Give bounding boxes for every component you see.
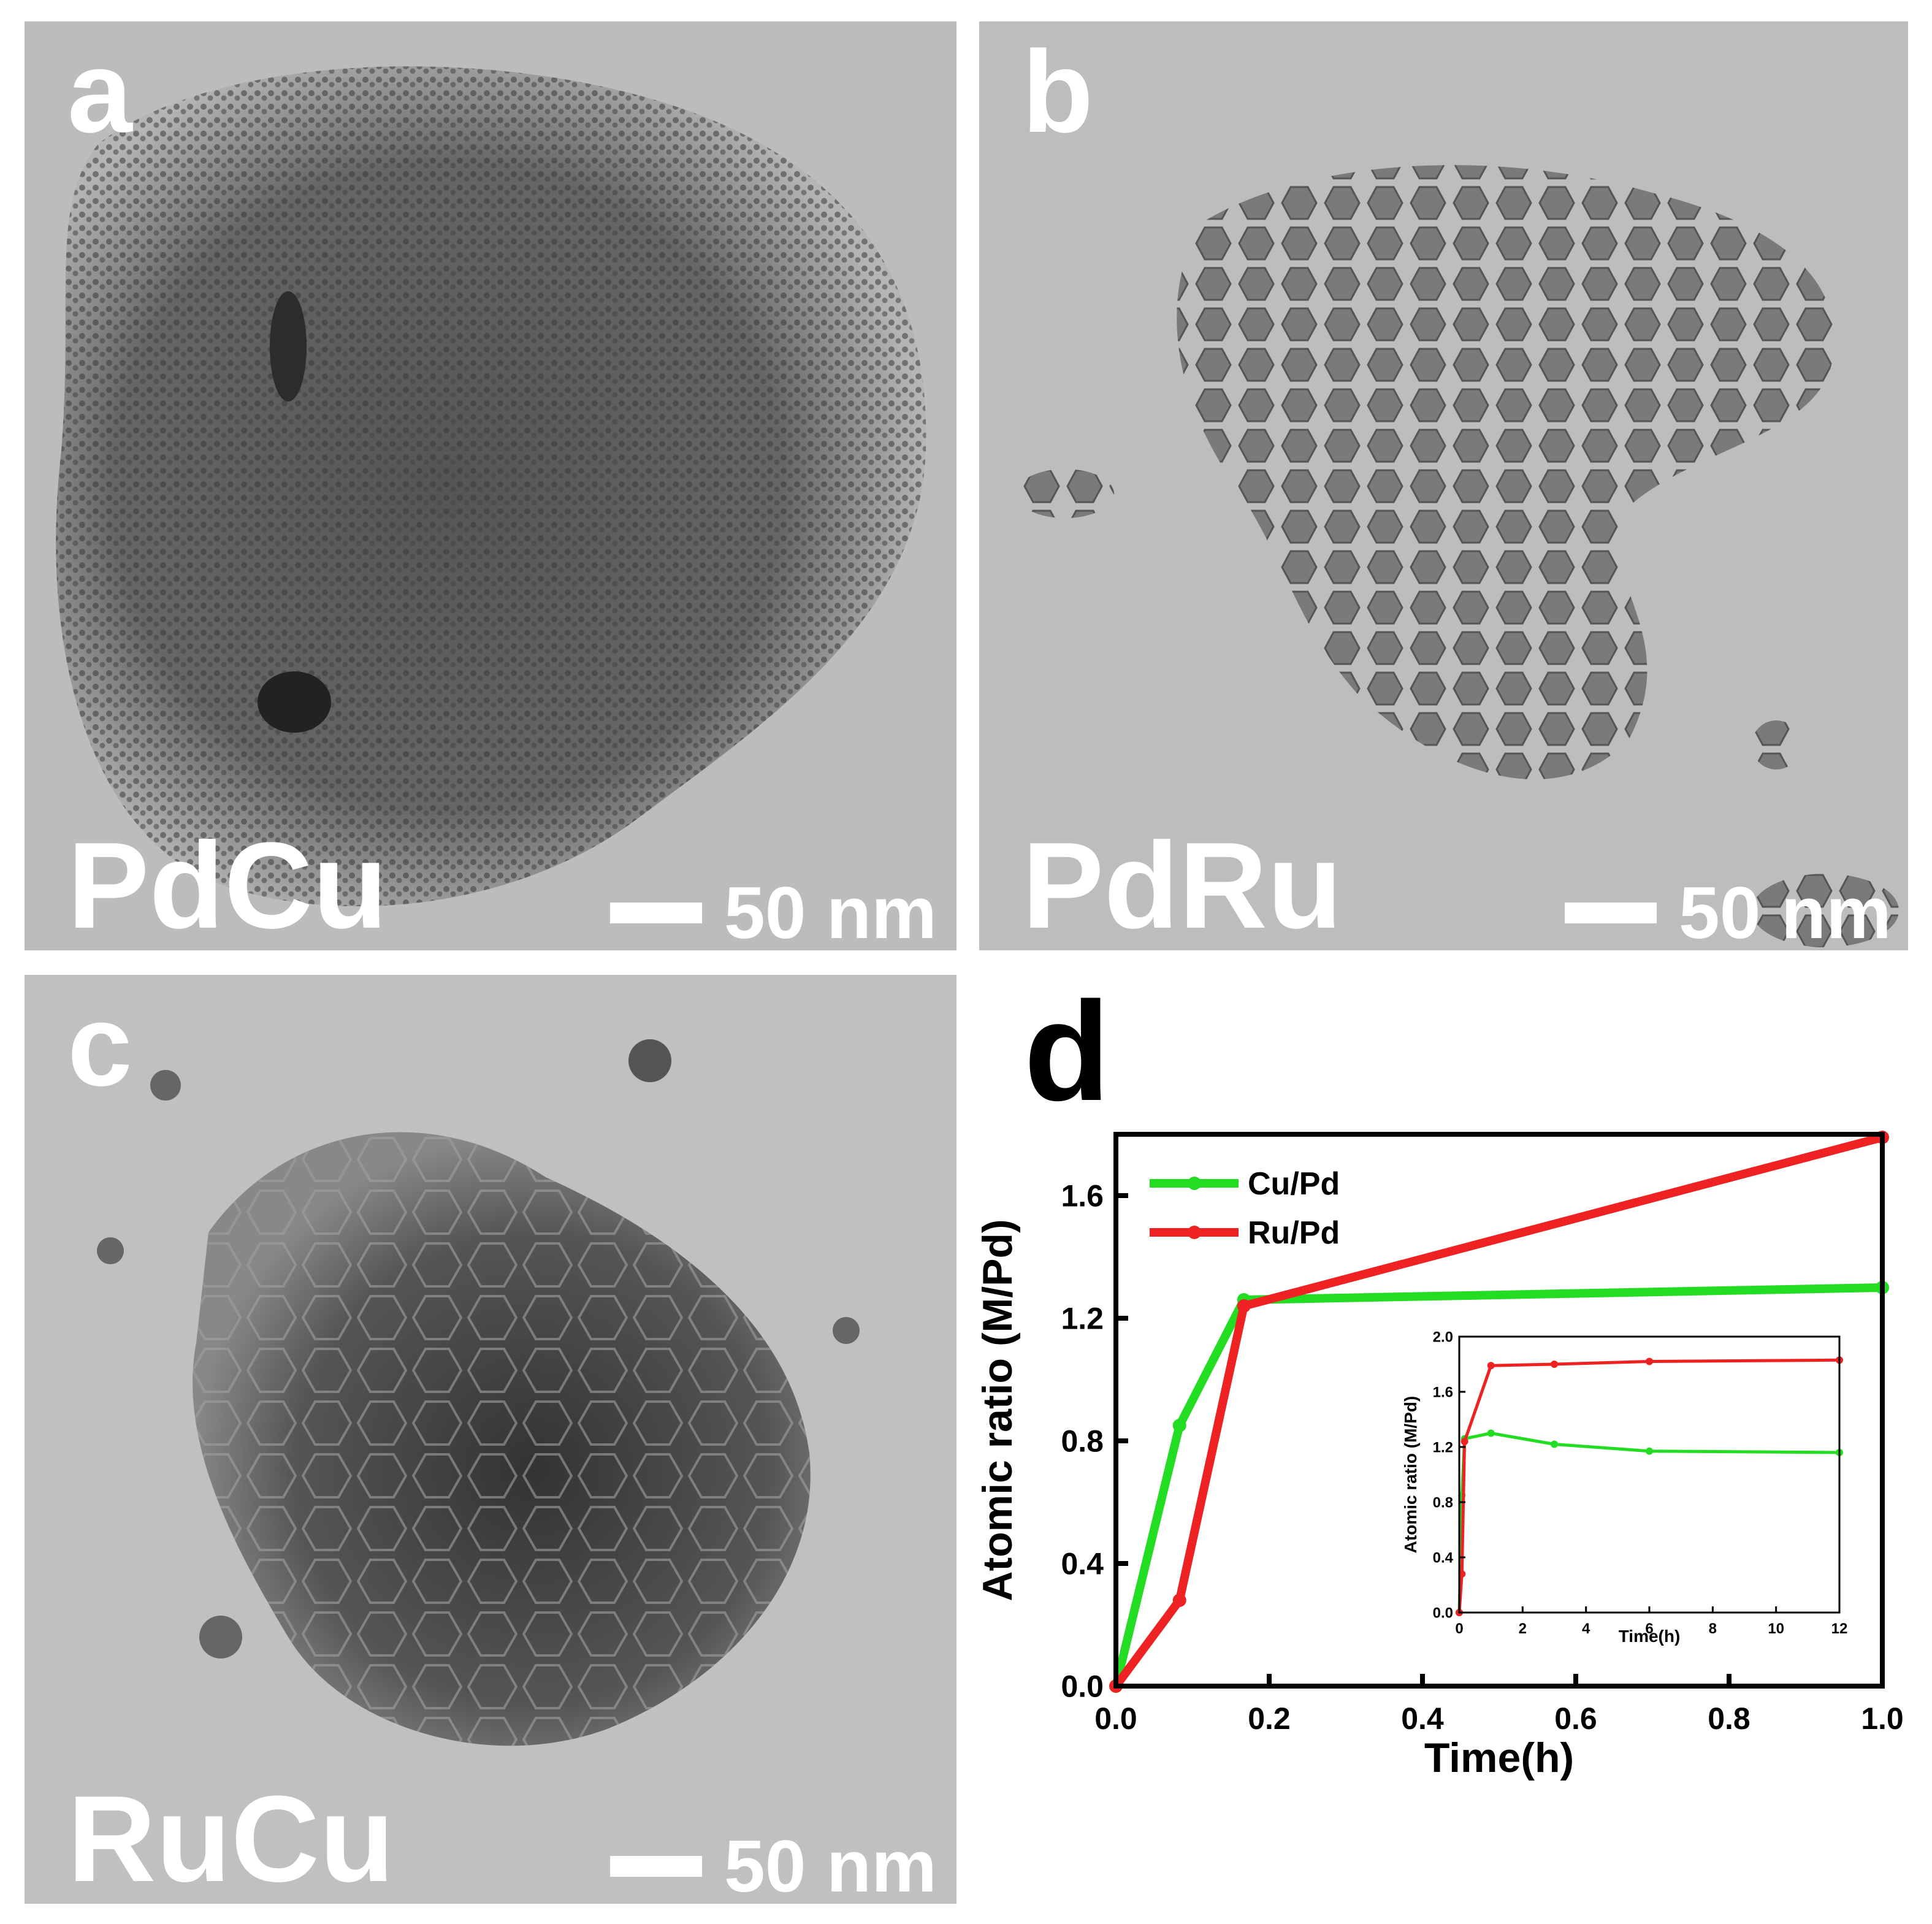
x-tick-label: 8 — [1709, 1621, 1717, 1637]
x-tick-label: 0.0 — [1094, 1701, 1137, 1736]
scale-bar-label: 50 nm — [724, 1825, 937, 1904]
legend-marker — [1188, 1177, 1201, 1190]
y-tick-label: 0.0 — [1061, 1670, 1104, 1704]
y-tick-label: 0.4 — [1433, 1549, 1454, 1566]
scale-bar-label: 50 nm — [724, 872, 937, 950]
tem-image-pdru: b PdRu 50 nm — [979, 21, 1908, 950]
tem-texture — [25, 21, 956, 950]
x-tick-label: 10 — [1768, 1621, 1784, 1637]
y-tick-label: 1.2 — [1061, 1302, 1104, 1336]
y-axis-label: Atomic ratio (M/Pd) — [1401, 1396, 1420, 1554]
data-point — [1646, 1447, 1653, 1455]
data-point — [1646, 1357, 1653, 1365]
material-label-rucu: RuCu — [67, 1771, 395, 1904]
inset-plot: 0 2 4 6 8 10 12 0.0 0.4 0.8 1.2 1.6 2.0 Time(h) Atomic… — [1401, 1329, 1847, 1646]
y-tick-label: 2.0 — [1433, 1329, 1453, 1345]
x-tick-label: 0 — [1455, 1621, 1463, 1637]
data-point — [1172, 1419, 1186, 1432]
panel-letter-a: a — [67, 27, 132, 157]
x-axis-label: Time(h) — [1424, 1735, 1574, 1781]
y-tick-label: 1.2 — [1433, 1439, 1453, 1456]
scale-bar-label: 50 nm — [1679, 872, 1892, 950]
data-point — [1551, 1440, 1558, 1448]
data-point — [1172, 1594, 1186, 1607]
y-tick-label: 0.8 — [1433, 1494, 1453, 1511]
panel-letter-b: b — [1022, 27, 1094, 157]
series-line-cu-pd — [1457, 1432, 1840, 1613]
data-point — [1551, 1361, 1558, 1368]
legend-marker — [1188, 1226, 1201, 1239]
scale-bar-line — [1565, 903, 1657, 923]
x-tick-label: 4 — [1582, 1621, 1590, 1637]
y-axis-label: Atomic ratio (M/Pd) — [974, 1219, 1021, 1601]
data-point — [1487, 1429, 1495, 1437]
scale-bar-line — [610, 1856, 702, 1877]
x-tick-label: 12 — [1831, 1621, 1848, 1637]
scale-bar-line — [610, 903, 702, 923]
plot-frame — [1458, 1335, 1841, 1614]
x-tick-label: 0.8 — [1708, 1701, 1751, 1736]
data-point — [1460, 1438, 1468, 1445]
series-line-ru-pd — [1112, 1133, 1884, 1689]
atomic-ratio-chart: 0.0 0.2 0.4 0.6 0.8 1.0 0.0 0.4 0.8 1.2 1.6 Time(h)… — [974, 1131, 1904, 1781]
tem-texture — [25, 975, 956, 1904]
x-axis-label: Time(h) — [1619, 1627, 1681, 1646]
y-tick-label: 0.4 — [1061, 1547, 1104, 1581]
series-line-ru-pd — [1457, 1358, 1840, 1613]
y-tick-label: 0.8 — [1061, 1424, 1104, 1459]
series-line-cu-pd — [1112, 1283, 1883, 1687]
legend-label: Ru/Pd — [1248, 1215, 1340, 1251]
y-tick-label: 1.6 — [1433, 1384, 1453, 1400]
x-tick-label: 0.2 — [1248, 1701, 1291, 1736]
material-label-pdcu: PdCu — [67, 817, 388, 950]
panel-letter-d: d — [1024, 972, 1110, 1130]
y-tick-label: 1.6 — [1061, 1179, 1104, 1213]
scale-bar-c: 50 nm — [610, 1824, 937, 1904]
tem-image-pdcu: a PdCu 50 nm — [25, 21, 956, 950]
x-tick-label: 0.6 — [1554, 1701, 1597, 1736]
scale-bar-a: 50 nm — [610, 871, 937, 950]
x-tick-label: 0.4 — [1401, 1701, 1444, 1736]
plot-frame — [1113, 1132, 1885, 1689]
x-tick-label: 2 — [1519, 1621, 1527, 1637]
legend-label: Cu/Pd — [1248, 1166, 1340, 1202]
material-label-pdru: PdRu — [1022, 817, 1343, 950]
tem-texture — [979, 21, 1908, 950]
y-tick-label: 0.0 — [1433, 1605, 1453, 1621]
scale-bar-b: 50 nm — [1565, 871, 1892, 950]
data-point — [1487, 1362, 1495, 1370]
x-tick-label: 1.0 — [1861, 1701, 1904, 1736]
main-plot: 0.0 0.2 0.4 0.6 0.8 1.0 0.0 0.4 0.8 1.2 1.6 Time(h)… — [974, 1131, 1904, 1781]
panel-letter-c: c — [67, 980, 132, 1110]
tem-image-rucu: c RuCu 50 nm — [25, 975, 956, 1904]
data-point — [1237, 1299, 1251, 1313]
x-tick-label: 6 — [1645, 1621, 1653, 1637]
